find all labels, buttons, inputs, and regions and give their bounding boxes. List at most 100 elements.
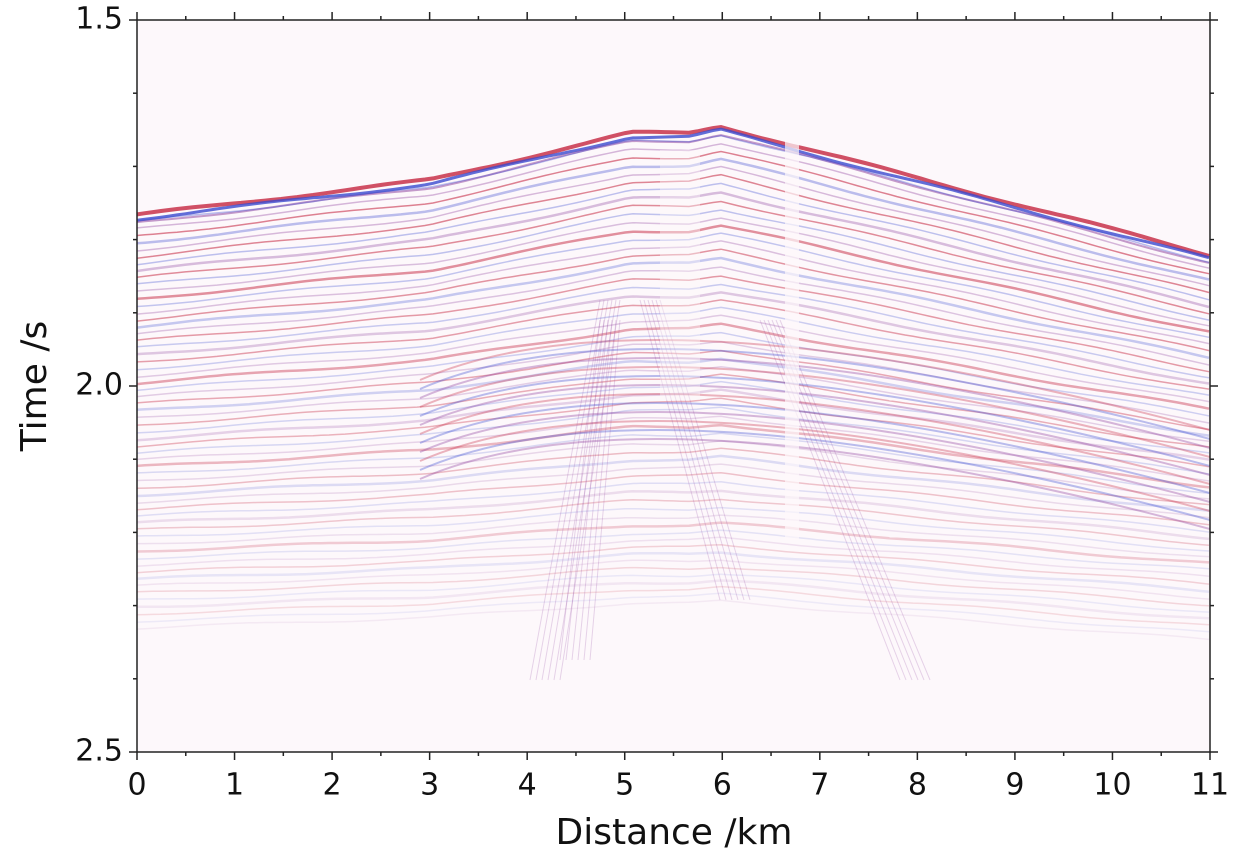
x-tick-label: 7: [810, 768, 829, 803]
diffraction: [565, 319, 605, 661]
reflector: [137, 209, 1210, 321]
dome-reflector: [419, 402, 1210, 494]
reflector: [137, 388, 1210, 461]
reflector: [137, 447, 1210, 506]
diffraction: [643, 299, 727, 601]
reflector: [137, 224, 1210, 333]
diffraction: [535, 299, 605, 681]
reflector: [137, 275, 1210, 373]
reflector: [137, 306, 1210, 396]
dome-reflector: [419, 438, 1210, 530]
reflector: [137, 182, 1210, 301]
reflector: [137, 143, 1210, 269]
reflector: [137, 134, 1210, 264]
diffraction: [571, 319, 609, 661]
reflector: [137, 579, 1210, 620]
x-tick-label: 3: [420, 768, 439, 803]
chimney: [785, 140, 799, 540]
diffraction: [779, 319, 931, 681]
dome-reflector: [419, 366, 1210, 458]
reflector: [137, 150, 1210, 275]
dome-reflector: [419, 429, 1210, 521]
reflector: [137, 256, 1210, 360]
diffraction: [583, 319, 617, 661]
reflector: [137, 506, 1210, 552]
reflector: [137, 357, 1210, 437]
reflector: [137, 454, 1210, 513]
x-tick-label: 8: [908, 768, 927, 803]
reflector: [137, 397, 1210, 468]
dome-reflector: [419, 339, 1210, 431]
reflector: [137, 299, 1210, 390]
reflector: [137, 544, 1210, 585]
reflector: [137, 134, 1210, 264]
diffraction: [553, 299, 617, 681]
reflector: [137, 585, 1210, 626]
diffraction: [651, 299, 739, 601]
reflector: [137, 365, 1210, 442]
reflector: [137, 373, 1210, 448]
diffraction: [559, 319, 601, 661]
reflector: [137, 551, 1210, 594]
dome-reflector: [419, 357, 1210, 449]
reflector: [137, 232, 1210, 339]
reflector: [137, 472, 1210, 526]
dome-reflector: [419, 411, 1210, 503]
reflector: [137, 314, 1210, 403]
reflector: [137, 432, 1210, 495]
reflector: [137, 173, 1210, 294]
axes: 0 1 2 3 4 5 6 7 8 9 10 11 1.5 2.0 2.5: [75, 2, 1229, 803]
chimney: [660, 150, 700, 400]
reflector: [137, 406, 1210, 475]
reflector: [137, 463, 1210, 519]
reflector: [137, 240, 1210, 345]
diffraction: [647, 299, 733, 601]
reflector: [137, 380, 1210, 454]
y-tick-label: 2.5: [75, 734, 123, 769]
reflector: [137, 127, 1210, 260]
reflector: [137, 498, 1210, 546]
reflector: [137, 322, 1210, 410]
x-tick-label: 0: [127, 768, 146, 803]
reflector: [137, 157, 1210, 281]
seismic-image: [137, 124, 1210, 681]
diffraction: [529, 299, 601, 681]
x-tick-label: 10: [1093, 768, 1131, 803]
x-axis-label: Distance /km: [556, 812, 793, 853]
reflector: [137, 124, 1210, 258]
reflector: [137, 266, 1210, 366]
x-tick-label: 1: [225, 768, 244, 803]
reflector: [137, 536, 1210, 577]
reflector: [137, 283, 1210, 379]
reflector: [137, 191, 1210, 309]
dome-reflector: [419, 375, 1210, 467]
reflector: [137, 481, 1210, 533]
reflector: [137, 349, 1210, 431]
reflector: [137, 559, 1210, 600]
reflector: [137, 217, 1210, 327]
x-tick-label: 6: [713, 768, 732, 803]
reflector: [137, 592, 1210, 633]
reflector: [137, 529, 1210, 570]
x-tick-label: 5: [615, 768, 634, 803]
reflector: [137, 340, 1210, 424]
diffraction: [759, 319, 901, 681]
dome-reflector: [419, 384, 1210, 476]
reflector: [137, 331, 1210, 417]
y-tick-label: 1.5: [75, 2, 123, 37]
diffraction: [659, 299, 751, 601]
reflector: [137, 440, 1210, 500]
x-tick-label: 2: [323, 768, 342, 803]
dome-reflector: [419, 348, 1210, 440]
reflector: [137, 165, 1210, 287]
diffraction: [577, 319, 613, 661]
reflector: [137, 423, 1210, 489]
reflector: [137, 573, 1210, 613]
reflector: [137, 489, 1210, 541]
dome-reflector: [419, 420, 1210, 512]
diffraction: [559, 299, 621, 681]
reflector: [137, 521, 1210, 564]
diffraction: [541, 299, 609, 681]
reflector: [137, 248, 1210, 352]
